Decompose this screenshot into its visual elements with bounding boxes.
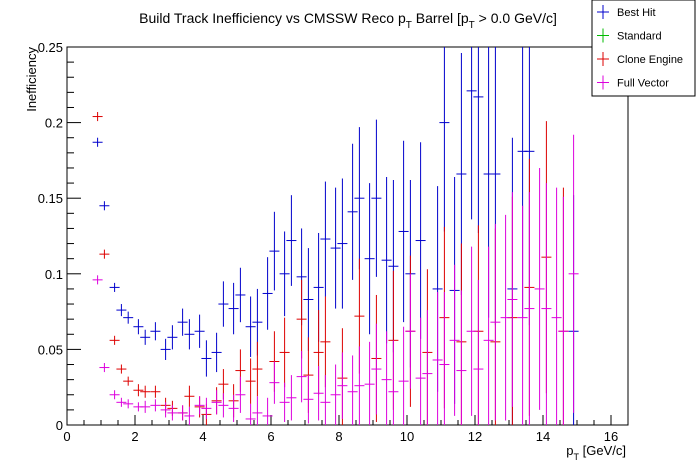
x-tick-label: 8 bbox=[335, 429, 342, 444]
y-tick-label: 0.25 bbox=[38, 40, 63, 55]
x-tick-label: 16 bbox=[604, 429, 618, 444]
legend-label: Full Vector bbox=[617, 78, 669, 90]
legend-item: Full Vector bbox=[597, 75, 669, 90]
y-axis-label: Inefficiency bbox=[24, 47, 39, 112]
series-best-hit bbox=[92, 47, 579, 425]
legend-item: Best Hit bbox=[597, 5, 656, 19]
x-axis-ticks: 0 2 4 6 8 10 12 14 16 bbox=[63, 415, 629, 444]
y-tick-label: 0.05 bbox=[38, 342, 63, 357]
y-tick-label: 0 bbox=[56, 418, 63, 433]
x-tick-label: 14 bbox=[536, 429, 550, 444]
legend-item: Standard bbox=[597, 28, 662, 43]
series-layer bbox=[92, 47, 579, 425]
legend-label: Standard bbox=[617, 31, 662, 43]
y-tick-label: 0.2 bbox=[45, 116, 63, 131]
plot-frame bbox=[66, 46, 629, 426]
y-tick-label: 0.15 bbox=[38, 191, 63, 206]
series-clone-engine bbox=[92, 112, 569, 425]
chart-title: Build Track Inefficiency vs CMSSW Reco p… bbox=[139, 10, 557, 31]
x-tick-label: 2 bbox=[131, 429, 138, 444]
y-tick-label: 0.1 bbox=[45, 267, 63, 282]
x-tick-label: 12 bbox=[468, 429, 482, 444]
series-full-vector bbox=[92, 134, 579, 425]
y-axis-ticks: 0 0.05 0.1 0.15 0.2 0.25 bbox=[38, 40, 81, 433]
legend-label: Best Hit bbox=[617, 7, 656, 19]
x-axis-label: pT [GeV/c] bbox=[566, 443, 626, 462]
x-tick-label: 10 bbox=[400, 429, 414, 444]
x-tick-label: 6 bbox=[267, 429, 274, 444]
legend-box bbox=[591, 0, 696, 97]
legend: Best Hit Standard Clone Engine Full Vector bbox=[591, 0, 696, 97]
x-tick-label: 4 bbox=[199, 429, 206, 444]
legend-label: Clone Engine bbox=[617, 54, 683, 66]
legend-item: Clone Engine bbox=[597, 52, 683, 66]
x-tick-label: 0 bbox=[63, 429, 70, 444]
